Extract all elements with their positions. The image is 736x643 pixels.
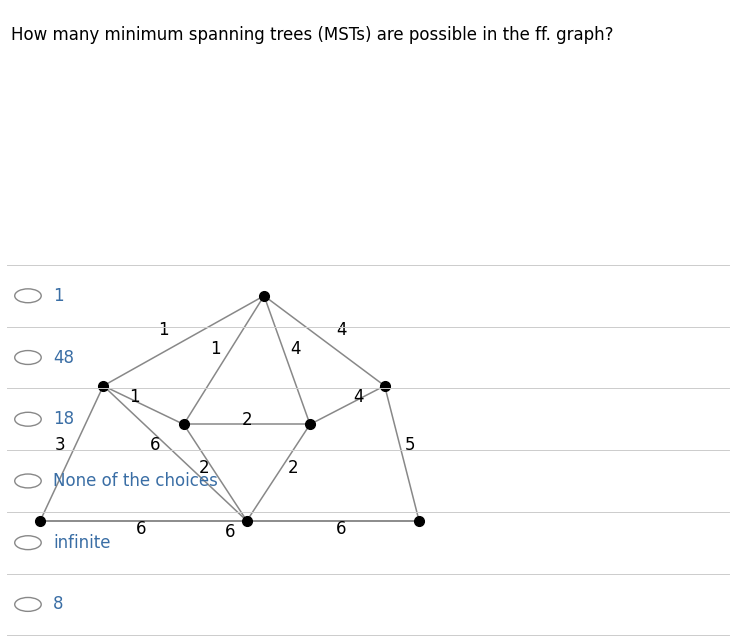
Text: 2: 2	[241, 411, 252, 428]
Text: 4: 4	[291, 340, 301, 358]
Text: 6: 6	[149, 437, 160, 454]
Text: 48: 48	[53, 349, 74, 367]
Text: 4: 4	[353, 388, 364, 406]
Text: infinite: infinite	[53, 534, 110, 552]
Text: 6: 6	[135, 520, 146, 538]
Text: 18: 18	[53, 410, 74, 428]
Text: 6: 6	[336, 520, 347, 538]
Text: 2: 2	[199, 459, 209, 476]
Text: 1: 1	[210, 340, 221, 358]
Text: 6: 6	[224, 523, 235, 541]
Text: 5: 5	[406, 437, 416, 454]
Text: 1: 1	[158, 321, 169, 338]
Text: How many minimum spanning trees (MSTs) are possible in the ff. graph?: How many minimum spanning trees (MSTs) a…	[11, 26, 614, 44]
Text: 1: 1	[53, 287, 63, 305]
Text: 8: 8	[53, 595, 63, 613]
Text: 1: 1	[130, 388, 141, 406]
Text: 4: 4	[336, 321, 347, 338]
Text: None of the choices: None of the choices	[53, 472, 218, 490]
Text: 3: 3	[55, 437, 66, 454]
Text: 2: 2	[288, 459, 298, 476]
